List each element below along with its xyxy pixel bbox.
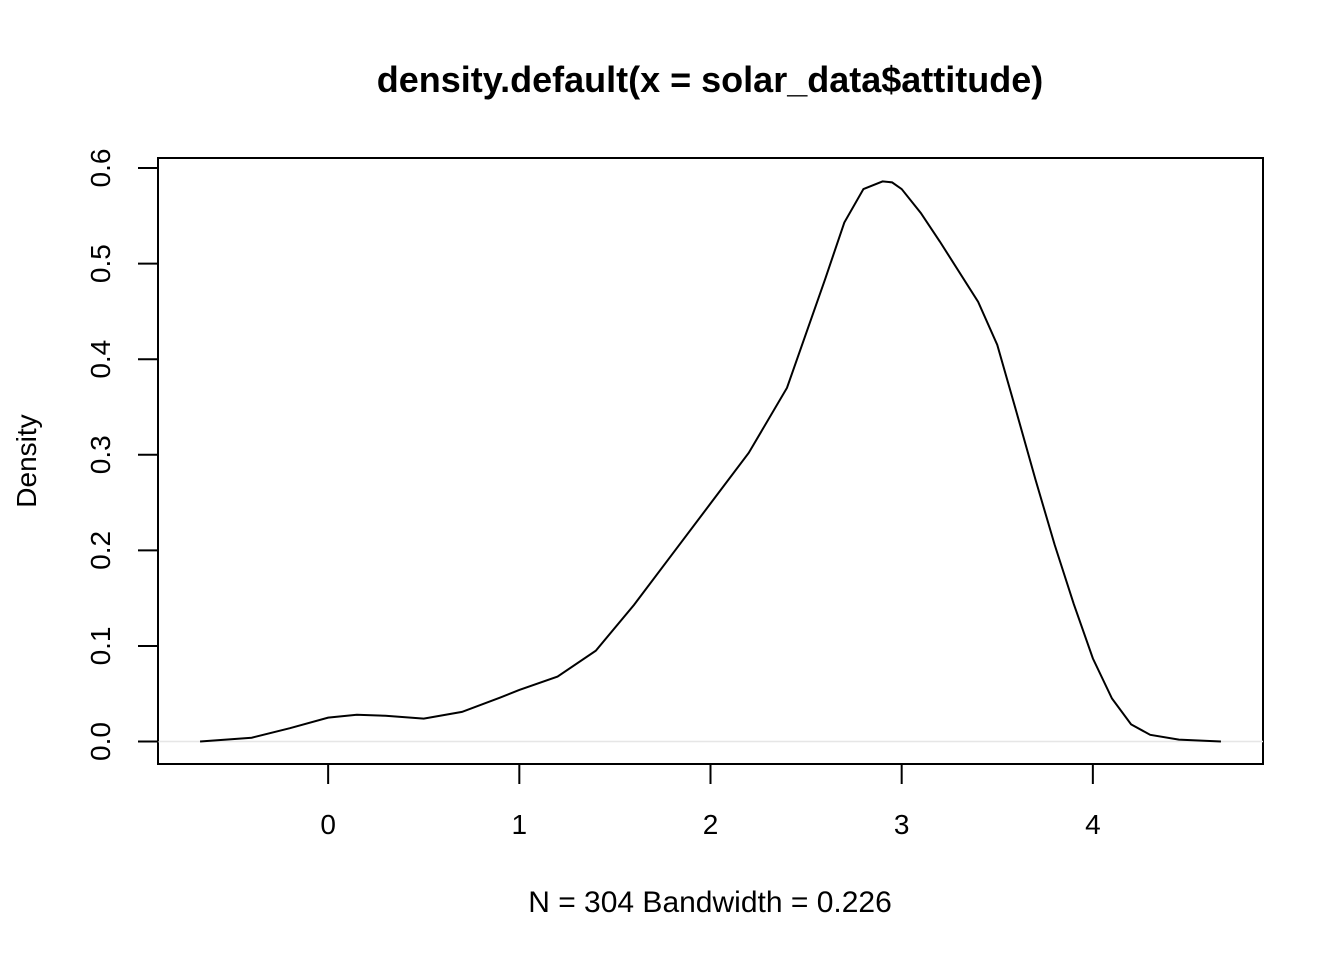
y-axis-label: Density (11, 414, 42, 507)
x-tick-label: 4 (1085, 809, 1101, 840)
density-line (199, 180, 1221, 743)
y-tick-label: 0.6 (85, 149, 116, 188)
x-tick-label: 3 (894, 809, 910, 840)
x-axis: 0 1 2 3 4 (320, 763, 1101, 840)
y-axis: 0.0 0.1 0.2 0.3 0.4 0.5 0.6 (85, 149, 159, 761)
plot-frame (157, 157, 1264, 765)
x-axis-label: N = 304 Bandwidth = 0.226 (528, 886, 892, 919)
x-tick-label: 2 (703, 809, 719, 840)
y-tick-label: 0.5 (85, 244, 116, 283)
y-tick-label: 0.2 (85, 531, 116, 570)
y-tick-label: 0.1 (85, 626, 116, 665)
x-tick-label: 1 (512, 809, 528, 840)
y-tick-label: 0.3 (85, 435, 116, 474)
y-tick-label: 0.0 (85, 722, 116, 761)
y-tick-label: 0.4 (85, 340, 116, 379)
chart-title: density.default(x = solar_data$attitude) (377, 59, 1044, 100)
x-tick-label: 0 (320, 809, 336, 840)
